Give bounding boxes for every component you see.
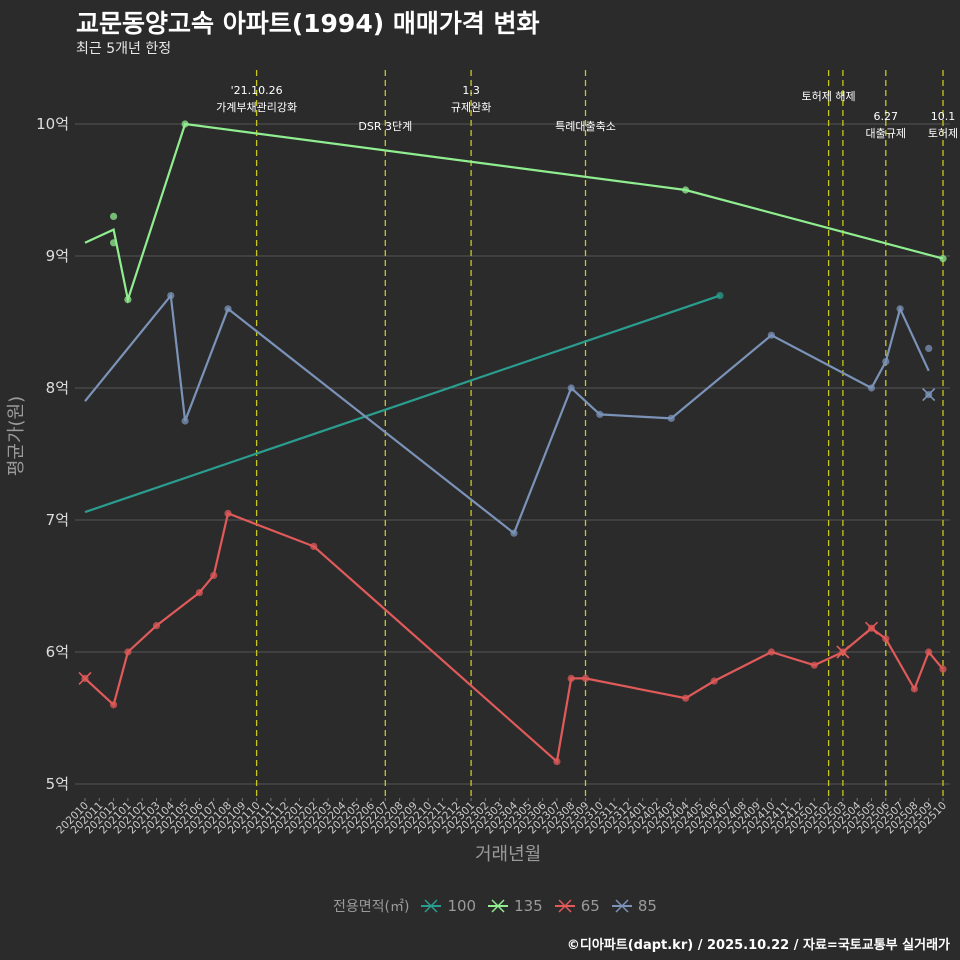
data-point-85 — [510, 529, 518, 537]
event-label: 대출규제 — [866, 127, 906, 140]
data-point-65 — [710, 677, 718, 685]
event-label: 1.3 — [462, 84, 480, 97]
data-point-85 — [596, 410, 604, 418]
event-label: 규제완화 — [451, 101, 491, 114]
chart-title: 교문동양고속 아파트(1994) 매매가격 변화 — [76, 9, 540, 38]
data-point-65 — [925, 648, 933, 656]
data-point-65 — [767, 648, 776, 656]
event-label: 6.27 — [874, 110, 899, 123]
y-tick-label: 5억 — [46, 775, 69, 793]
series-line-135 — [84, 122, 944, 304]
series-line-85 — [84, 292, 930, 535]
legend-key-icon — [488, 899, 509, 913]
legend-item-65: 65 — [553, 897, 600, 915]
event-lines — [255, 70, 944, 798]
data-point-85 — [167, 292, 175, 300]
data-point-135 — [682, 186, 690, 194]
y-tick-label: 6억 — [46, 643, 69, 661]
y-tick-label: 7억 — [46, 511, 69, 529]
y-tick-label: 9억 — [46, 247, 69, 265]
data-point-85 — [181, 417, 189, 425]
legend-key-icon — [421, 899, 442, 913]
data-point-65 — [810, 661, 818, 669]
legend-label: 85 — [637, 897, 657, 915]
chart-subtitle: 최근 5개년 한정 — [76, 41, 172, 57]
data-point-135 — [124, 295, 132, 304]
series-layer — [78, 120, 947, 766]
cross-marker-65 — [836, 645, 850, 659]
cross-marker-85 — [922, 388, 936, 402]
data-point-65 — [939, 665, 947, 673]
event-label: 10.1 — [931, 110, 956, 123]
legend-key-icon — [611, 899, 632, 913]
data-point-65 — [195, 589, 203, 597]
data-point-135 — [110, 212, 118, 220]
cross-marker-65 — [864, 621, 879, 635]
y-tick-label: 10억 — [36, 115, 69, 133]
data-point-65 — [152, 622, 161, 630]
series-line-100 — [84, 294, 721, 514]
data-point-100 — [716, 292, 724, 300]
data-point-65 — [224, 509, 232, 517]
event-label: DSR 3단계 — [358, 120, 412, 133]
legend-label: 65 — [580, 897, 600, 915]
x-axis-label: 거래년월 — [475, 844, 542, 865]
event-label: 토허제 — [928, 127, 958, 140]
source-caption: ©디아파트(dapt.kr) / 2025.10.22 / 자료=국토교통부 실… — [566, 938, 950, 953]
data-point-85 — [925, 344, 933, 352]
grid-lines — [75, 123, 950, 785]
y-axis-label-wrap: 평균가(원) — [0, 386, 30, 486]
data-point-65 — [882, 635, 890, 643]
data-point-65 — [910, 685, 919, 693]
data-point-65 — [310, 542, 318, 551]
legend: 전용면적(㎡) 100 135 65 85 — [333, 896, 667, 916]
data-point-85 — [667, 414, 675, 422]
legend-items: 100 135 65 85 — [419, 897, 666, 915]
data-point-85 — [224, 305, 232, 313]
data-point-135 — [181, 120, 189, 128]
data-point-85 — [767, 331, 776, 339]
data-point-135 — [110, 239, 118, 247]
data-point-65 — [581, 674, 590, 683]
y-axis-label: 평균가(원) — [6, 395, 27, 477]
x-axis-ticks: 2020102020112020122021012021022021032021… — [54, 798, 949, 836]
y-axis-ticks: 5억 6억 7억 8억 9억 10억 — [36, 115, 69, 793]
legend-title: 전용면적(㎡) — [333, 899, 410, 915]
y-tick-label: 8억 — [46, 379, 69, 397]
data-point-65 — [682, 694, 690, 702]
event-label: '21.10.26 — [231, 84, 283, 97]
data-point-65 — [110, 701, 118, 709]
data-point-65 — [124, 648, 132, 656]
legend-label: 100 — [447, 897, 477, 915]
data-point-85 — [882, 358, 890, 366]
legend-label: 135 — [514, 897, 543, 915]
data-point-85 — [867, 384, 876, 392]
event-label: 토허제 해제 — [802, 89, 856, 103]
legend-item-85: 85 — [610, 897, 657, 915]
series-line-65 — [84, 511, 944, 764]
event-label: 특례대출축소 — [555, 120, 616, 133]
data-point-65 — [567, 674, 575, 683]
data-point-135 — [939, 255, 947, 263]
data-point-65 — [553, 757, 561, 766]
legend-item-100: 100 — [419, 897, 476, 915]
data-point-85 — [896, 305, 904, 313]
event-label: 가계부채관리강화 — [216, 101, 297, 114]
legend-item-135: 135 — [486, 897, 543, 915]
data-point-85 — [567, 384, 575, 392]
legend-key-icon — [554, 899, 575, 913]
data-point-65 — [210, 571, 218, 580]
cross-marker-65 — [78, 671, 92, 685]
